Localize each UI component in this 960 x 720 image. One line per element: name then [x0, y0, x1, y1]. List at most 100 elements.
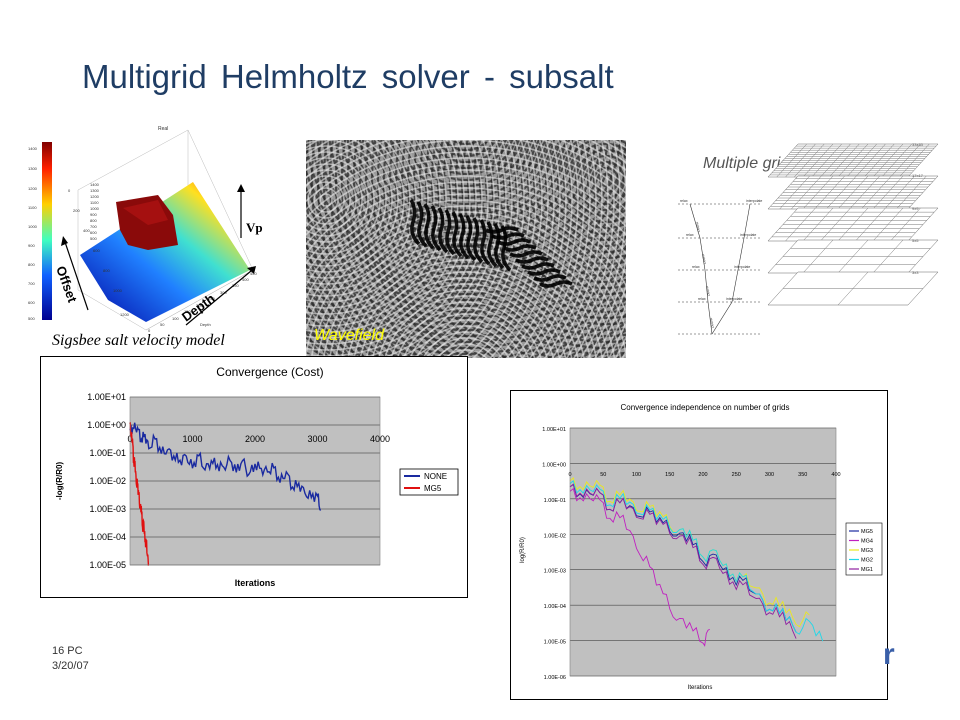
wave-ring [319, 193, 333, 207]
wave-ring [306, 145, 626, 211]
wave-ring [359, 271, 573, 358]
wave-ring [358, 140, 574, 230]
depth-tick: 250 [208, 296, 215, 301]
z-tick: 900 [90, 212, 97, 217]
z-tick: 1200 [90, 194, 100, 199]
restrict-label: restrict [695, 221, 701, 232]
grid-line [872, 143, 904, 178]
restrict-label: restrict [701, 253, 707, 264]
wave-ring [429, 337, 503, 358]
z-tick: 800 [90, 218, 97, 223]
wave-ring [396, 307, 536, 358]
wave-ring [380, 140, 495, 358]
offset-tick: 600 [93, 248, 100, 253]
chart1-xlabel: Iterations [235, 578, 276, 588]
salt-wave [472, 217, 484, 264]
colorbar-tick: 1200 [28, 186, 38, 191]
wave-ring [306, 140, 441, 315]
salt-wave [486, 221, 498, 268]
wave-ring [414, 140, 518, 176]
wave-rings-light [306, 140, 626, 358]
colorbar-tick: 700 [28, 281, 35, 286]
offset-tick: 1200 [120, 312, 130, 317]
colorbar-ticks: 1400 1300 1200 1100 1000 900 800 700 600… [28, 146, 38, 321]
offset-tick: 1000 [113, 288, 123, 293]
salt-wave [479, 219, 491, 266]
grid-line [855, 207, 886, 242]
wave-ring [306, 157, 369, 243]
y-tick-label: 1.00E+00 [542, 462, 566, 468]
wave-ring [520, 140, 626, 266]
wave-ring [313, 187, 339, 213]
y-tick-label: 1.00E-04 [89, 532, 126, 542]
depth-tick: 400 [242, 277, 249, 282]
velocity-model-plot: Real 1400 1300 1200 1100 1000 900 800 70… [28, 126, 263, 333]
wave-ring [306, 140, 411, 285]
chart2-xlabel: Iterations [688, 685, 713, 691]
salt-wave [527, 268, 561, 276]
depth-tick: 200 [196, 303, 203, 308]
convergence-cost-chart: Convergence (Cost) 1.00E+011.00E+001.00E… [40, 356, 468, 598]
grid-line [896, 175, 927, 210]
wave-ring [402, 313, 530, 358]
wave-ring [497, 140, 561, 358]
wave-ring [370, 140, 456, 358]
wave-ring [408, 140, 524, 182]
legend-entry: MG3 [861, 548, 873, 554]
wave-ring [410, 140, 507, 358]
wave-ring [436, 343, 496, 358]
series-line-none [129, 422, 322, 511]
wave-ring [490, 140, 626, 296]
wave-ring [306, 200, 626, 302]
z-tick: 600 [90, 230, 97, 235]
grid-line [899, 143, 930, 178]
wave-ring [306, 272, 626, 344]
interpolate-label: interpolate [740, 233, 756, 237]
wave-ring [306, 244, 626, 326]
offset-tick: 800 [103, 268, 110, 273]
chart1-legend: NONE MG5 [399, 468, 459, 496]
wave-ring [310, 140, 622, 278]
y-tick-label: 1.00E+01 [87, 392, 126, 402]
relax-label: relax [698, 297, 706, 301]
wave-ring [377, 289, 555, 358]
y-tick-label: 1.00E-02 [89, 476, 126, 486]
legend-entry: MG4 [861, 539, 873, 545]
chart1-series [129, 422, 322, 566]
series-line-mg1 [569, 483, 797, 639]
wave-ring [505, 140, 567, 358]
plot-border [569, 427, 837, 677]
colorbar-tick: 500 [28, 316, 35, 321]
wave-ring [306, 140, 429, 303]
grid-level-label: 17x17 [912, 173, 924, 178]
wave-ring [453, 140, 531, 358]
series-line-mg4 [569, 487, 710, 647]
wave-ring [371, 283, 561, 358]
chart1-ylabel: -log(R/R0) [55, 462, 64, 501]
grid-line [872, 207, 904, 242]
wave-ring [316, 140, 382, 358]
salt-wave [539, 280, 573, 288]
offset-tick: 400 [83, 228, 90, 233]
legend-none: NONE [424, 472, 447, 481]
z-tick: 1400 [90, 182, 100, 187]
salt-wave [409, 199, 421, 246]
small-depth-label: Depth [200, 322, 211, 327]
salt-wave [497, 238, 531, 246]
depth-arrowhead [247, 266, 256, 274]
wave-ring [306, 289, 626, 356]
wave-ring [558, 140, 609, 358]
wave-ring [306, 181, 626, 265]
x-tick-label: 50 [600, 472, 606, 478]
offset-arrowhead [61, 236, 68, 246]
wave-ring [334, 140, 405, 358]
chart2-ylabel: log(R/R0) [520, 537, 526, 563]
chart1-title: Convergence (Cost) [216, 365, 323, 379]
salt-wave [416, 201, 428, 248]
wave-ring [306, 205, 626, 314]
salt-wave [451, 211, 463, 258]
grid-levels [767, 143, 939, 306]
wave-ring [306, 140, 447, 321]
chart2-y-ticks: 1.00E+01 1.00E+00 1.00E-01 1.00E-02 1.00E-03… [542, 427, 566, 681]
corner-logo-fragment: r [883, 638, 895, 671]
